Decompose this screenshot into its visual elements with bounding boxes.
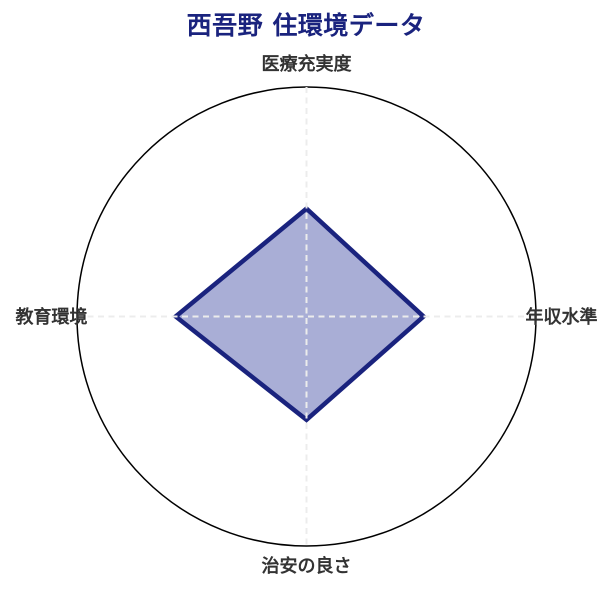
axis-label-bottom: 治安の良さ: [262, 555, 352, 577]
axis-label-right: 年収水準: [526, 306, 598, 328]
axis-label-left: 教育環境: [16, 306, 88, 328]
chart-title: 西吾野 住環境データ: [186, 11, 426, 40]
data-polygon: [172, 205, 427, 423]
axis-label-top: 医療充実度: [262, 53, 353, 75]
